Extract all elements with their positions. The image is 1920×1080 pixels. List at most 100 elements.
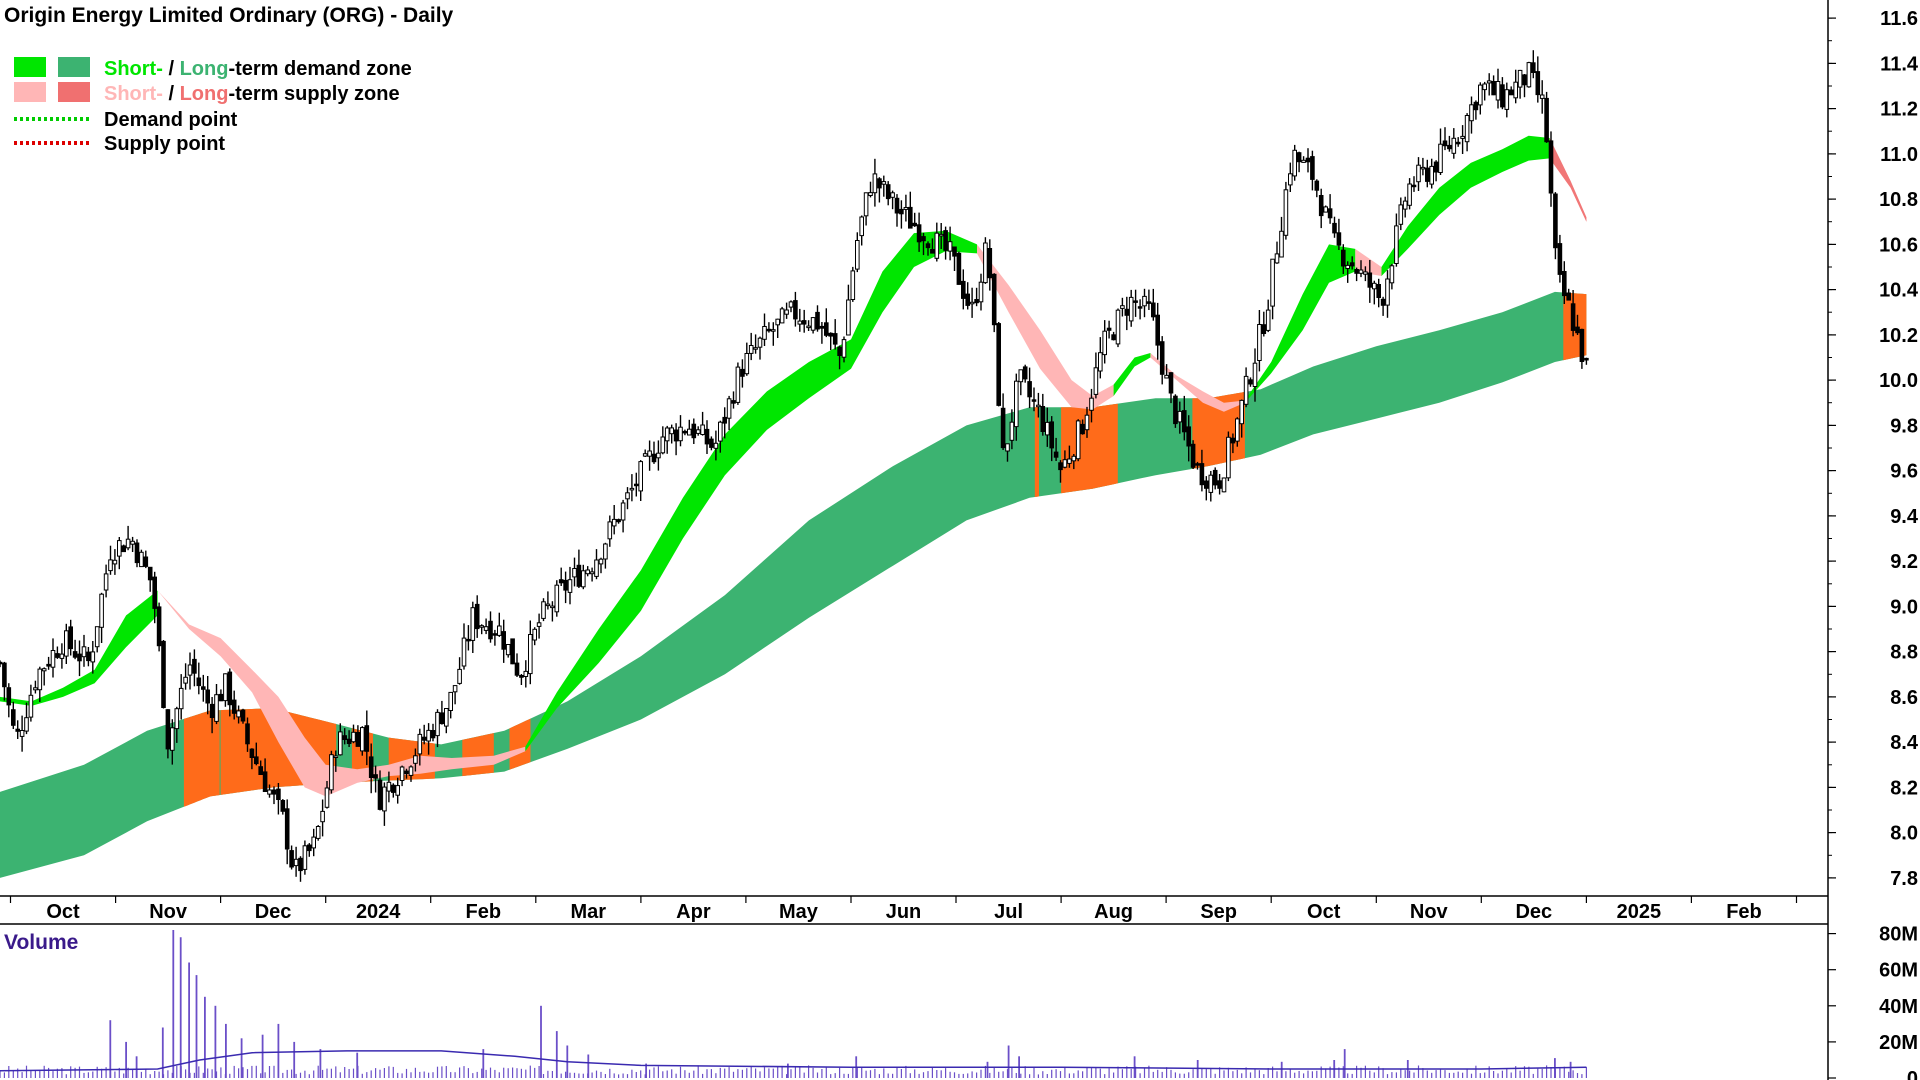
candle-body — [130, 540, 135, 545]
candle-body — [267, 789, 272, 795]
candle-body — [607, 521, 613, 540]
candle-body — [801, 320, 807, 325]
candle-body — [824, 322, 829, 336]
candle-body — [1411, 184, 1417, 188]
candle-body — [718, 421, 723, 442]
supply-overlap-zone-4 — [462, 733, 494, 777]
short-term-supply-zone-latest — [1549, 138, 1587, 222]
candle-body — [470, 607, 476, 641]
candle-body — [1495, 81, 1501, 101]
short-term-supply-zone-1 — [977, 244, 1114, 410]
candle-body — [6, 687, 12, 706]
candle-body — [510, 638, 515, 665]
short-term-demand-zone-0 — [0, 590, 158, 706]
candle-body — [660, 436, 666, 454]
candle-body — [885, 184, 891, 200]
candle-body — [969, 301, 975, 305]
candle-body — [1049, 421, 1055, 449]
candle-body — [1336, 232, 1342, 246]
candle-body — [837, 346, 842, 357]
volume-axis-ticks: 80M 60M 40M 20M 0 — [1828, 924, 1918, 1080]
candle-body — [682, 430, 688, 434]
candlestick-layer — [0, 50, 1589, 882]
candle-body — [1208, 474, 1214, 493]
candle-body — [183, 676, 188, 684]
time-tick-label: Nov — [149, 901, 188, 923]
candle-body — [117, 540, 122, 557]
legend-supply-point-label: Supply point — [104, 133, 225, 155]
candle-body — [1288, 173, 1293, 186]
candle-body — [404, 770, 409, 774]
candle-body — [519, 675, 524, 678]
price-tick-label: 11.6 — [1880, 8, 1918, 30]
candle-body — [1279, 230, 1284, 258]
candle-body — [178, 687, 184, 710]
candle-body — [121, 545, 127, 553]
candle-body — [1257, 324, 1262, 361]
short-term-demand-zone-4 — [1381, 135, 1550, 276]
candle-body — [832, 333, 838, 345]
candle-body — [912, 222, 918, 227]
candle-body — [819, 325, 825, 329]
candle-body — [1217, 480, 1222, 489]
candle-body — [399, 766, 405, 781]
candle-body — [1544, 97, 1549, 143]
time-tick-label: Feb — [466, 901, 502, 923]
legend-supply-sep-text: / — [163, 83, 180, 105]
candle-body — [236, 710, 241, 718]
candle-body — [338, 731, 343, 756]
candle-body — [1292, 149, 1298, 177]
candle-body — [1120, 305, 1125, 309]
price-axis-ticks: 7.8 8.0 8.2 8.4 8.6 8.8 9.0 9.2 9.4 9.6 9.8 10.0 10.… — [1828, 8, 1919, 890]
candle-body — [408, 766, 414, 776]
candle-body — [762, 326, 767, 340]
time-tick-label: Oct — [46, 901, 80, 923]
candle-body — [775, 318, 781, 326]
candle-body — [1420, 166, 1426, 170]
candle-body — [978, 281, 984, 303]
candle-body — [1164, 374, 1169, 379]
candle-body — [748, 345, 754, 354]
candle-body — [1142, 295, 1147, 307]
candle-body — [86, 651, 91, 662]
candle-body — [558, 579, 564, 584]
time-tick-label: Oct — [1307, 901, 1341, 923]
candle-body — [1398, 204, 1404, 225]
candle-body — [1535, 71, 1541, 96]
candle-body — [240, 709, 246, 722]
candle-body — [1460, 135, 1465, 139]
candle-body — [227, 671, 233, 706]
candle-body — [585, 569, 591, 575]
candle-body — [611, 518, 617, 527]
candle-body — [1133, 300, 1138, 303]
candle-body — [567, 579, 573, 593]
candle-body — [501, 631, 506, 650]
price-tick-label: 11.2 — [1880, 99, 1918, 121]
candle-body — [218, 693, 224, 702]
candle-body — [284, 808, 290, 850]
candle-body — [1071, 455, 1077, 462]
candle-body — [1455, 141, 1461, 145]
price-tick-label: 10.4 — [1879, 280, 1919, 302]
candle-body — [1226, 436, 1231, 479]
volume-label: Volume — [4, 931, 78, 954]
candle-body — [196, 677, 202, 687]
candle-body — [1575, 326, 1580, 334]
candle-body — [170, 727, 175, 751]
candle-body — [1562, 271, 1567, 297]
candle-body — [1416, 164, 1421, 183]
volume-tick-label: 0 — [1907, 1068, 1918, 1080]
candle-body — [382, 786, 387, 812]
candle-body — [1137, 306, 1143, 309]
candle-body — [1093, 367, 1099, 395]
candle-body — [1005, 443, 1010, 452]
candle-body — [1372, 282, 1377, 290]
candle-body — [1548, 140, 1554, 194]
candle-body — [1128, 296, 1134, 322]
candle-body — [744, 353, 750, 375]
legend-demand-rest-text: -term demand zone — [228, 58, 411, 80]
candle-body — [72, 651, 78, 658]
candle-body — [1557, 243, 1563, 275]
